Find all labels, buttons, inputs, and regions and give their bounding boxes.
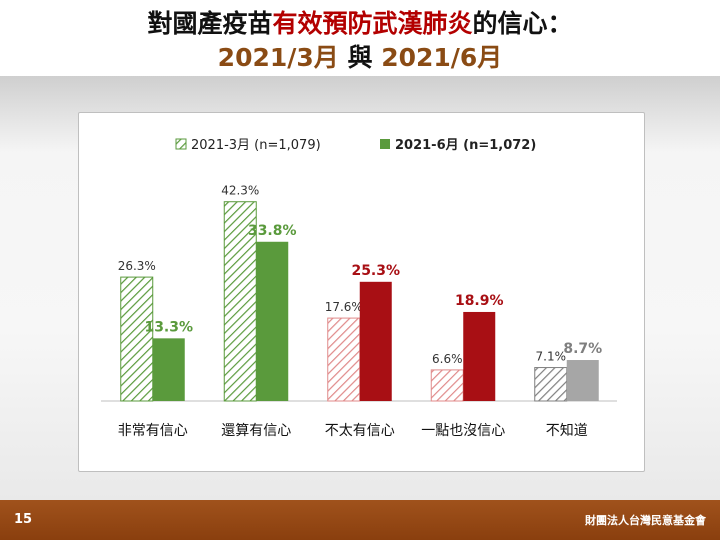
title-highlight: 有效預防武漢肺炎 (272, 9, 473, 38)
title-suffix: 的信心： (472, 9, 573, 38)
bar-june (359, 281, 392, 401)
category-label: 還算有信心 (221, 423, 291, 439)
value-label-march: 6.6% (432, 352, 463, 366)
slide-header: 對國產疫苗有效預防武漢肺炎的信心： 2021/3月 與 2021/6月 (0, 0, 720, 75)
page-number: 15 (14, 512, 33, 527)
chart-legend: 2021-3月 (n=1,079) 2021-6月 (n=1,072) (175, 138, 536, 153)
category-label: 一點也沒信心 (421, 422, 505, 439)
category-label: 不太有信心 (325, 423, 395, 439)
value-label-march: 17.6% (325, 300, 363, 314)
subtitle-conjunction: 與 (338, 43, 382, 72)
category-label: 非常有信心 (118, 423, 188, 439)
legend-label-march: 2021-3月 (n=1,079) (191, 138, 321, 153)
title-prefix: 對國產疫苗 (147, 9, 273, 38)
value-label-march: 42.3% (221, 184, 259, 198)
value-label-june: 8.7% (563, 341, 602, 357)
organization-name: 財團法人台灣民意基金會 (585, 514, 706, 527)
bar-june (256, 241, 289, 401)
value-label-june: 25.3% (351, 263, 400, 279)
bars-group: 26.3% 13.3% 42.3% 33.8% 17.6% 25.3% 6.6% 18.9% 7… (118, 184, 602, 402)
bar-march (327, 317, 361, 402)
bar-march (430, 369, 464, 402)
bar-june (463, 311, 496, 401)
chart-panel: 2021-3月 (n=1,079) 2021-6月 (n=1,072) 26.3… (78, 112, 645, 472)
slide-subtitle: 2021/3月 與 2021/6月 (0, 38, 720, 74)
value-label-june: 18.9% (455, 293, 504, 309)
legend-label-june: 2021-6月 (n=1,072) (395, 138, 536, 153)
value-label-march: 7.1% (536, 350, 567, 364)
bar-march (534, 367, 568, 402)
subtitle-date-b: 2021/6月 (381, 43, 503, 72)
value-label-june: 33.8% (248, 223, 297, 239)
bar-march (223, 201, 257, 402)
value-label-march: 26.3% (118, 259, 156, 273)
slide-title: 對國產疫苗有效預防武漢肺炎的信心： (0, 4, 720, 40)
category-label: 不知道 (546, 422, 588, 439)
x-axis-labels: 非常有信心 還算有信心 不太有信心 一點也沒信心 不知道 (118, 422, 588, 439)
legend-swatch-june (380, 139, 390, 149)
slide-footer: 15 財團法人台灣民意基金會 (0, 500, 720, 540)
bar-june (566, 360, 599, 401)
bar-chart: 2021-3月 (n=1,079) 2021-6月 (n=1,072) 26.3… (101, 138, 617, 439)
subtitle-date-a: 2021/3月 (217, 43, 339, 72)
bar-june (152, 338, 185, 401)
legend-swatch-march (175, 138, 187, 150)
value-label-june: 13.3% (144, 319, 193, 335)
bar-march (120, 276, 154, 402)
